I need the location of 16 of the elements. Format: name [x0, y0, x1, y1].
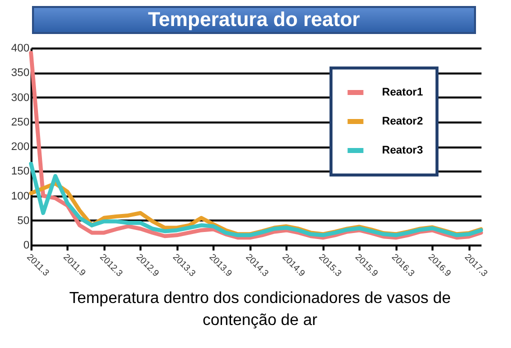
y-tick-label: 200 [11, 141, 30, 153]
legend-label: Reator1 [382, 86, 423, 98]
y-tick-label: 350 [11, 67, 30, 80]
y-tick-label: 50 [17, 214, 30, 227]
y-tick-label: 300 [11, 92, 30, 104]
y-tick-label: 250 [11, 116, 30, 128]
chart-title: Temperatura do reator [32, 6, 476, 34]
legend-label: Reator3 [382, 144, 423, 156]
text: Temperatura dentro dos condicionadores de vasos de contenção de ar [68, 289, 452, 331]
y-tick-label: 0 [23, 240, 30, 252]
y-tick-label: 150 [11, 166, 30, 178]
line-series [29, 50, 483, 240]
y-tick-label: 100 [11, 190, 30, 202]
y-tick-label: 400 [11, 42, 30, 54]
line-series [29, 162, 483, 238]
legend-label: Reator2 [382, 116, 423, 128]
